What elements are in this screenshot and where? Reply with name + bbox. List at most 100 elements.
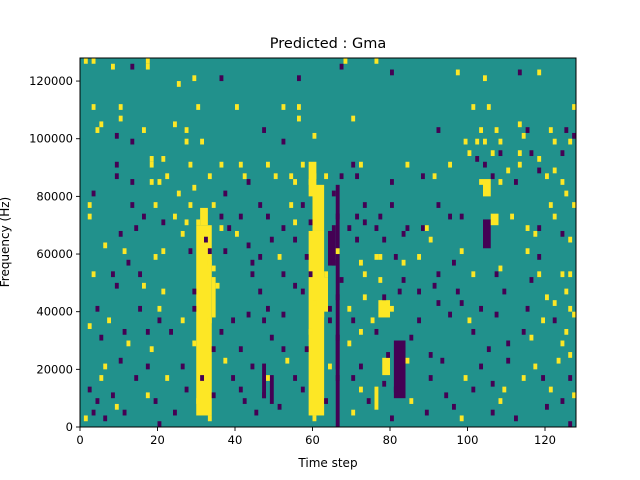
heatmap-cell-high (145, 63, 150, 70)
heatmap-cell-low (231, 375, 236, 381)
heatmap-cell-low (421, 173, 425, 180)
heatmap-cell-low (393, 254, 398, 260)
heatmap-cell-high (467, 150, 472, 157)
heatmap-cell-high (235, 104, 239, 110)
heatmap-cell-high (486, 104, 491, 110)
heatmap-cell-low (405, 225, 410, 231)
heatmap-cell-high (207, 317, 212, 324)
heatmap-cell-low (436, 271, 441, 278)
heatmap-cell-high (238, 161, 243, 168)
heatmap-cell-high (537, 69, 542, 76)
heatmap-cell-low (444, 392, 449, 399)
heatmap-cell-high (142, 127, 146, 133)
heatmap-cell-high (401, 259, 406, 266)
heatmap-cell-low (417, 317, 422, 324)
heatmap-cell-low (114, 173, 119, 180)
plot-frame (79, 57, 577, 428)
y-tick-label: 40000 (36, 305, 73, 319)
heatmap-cell-low (390, 179, 394, 185)
heatmap-band-high (382, 357, 390, 376)
heatmap-cell-high (490, 150, 495, 157)
heatmap-cell-high (173, 121, 177, 128)
heatmap-cell-low (297, 75, 301, 82)
heatmap-cell-low (173, 409, 177, 416)
heatmap-cell-low (111, 392, 115, 399)
heatmap-cell-low (339, 173, 344, 180)
heatmap-cell-low (517, 69, 522, 76)
heatmap-cell-low (281, 138, 286, 145)
x-tick-label: 40 (228, 433, 243, 447)
heatmap-cell-low (223, 190, 228, 197)
heatmap-cell-low (335, 375, 340, 381)
heatmap-cell-high (568, 236, 573, 243)
heatmap-cell-high (510, 213, 515, 220)
heatmap-cell-low (300, 386, 305, 393)
heatmap-cell-low (335, 294, 340, 301)
y-tick-label: 80000 (36, 189, 73, 203)
heatmap-cell-high (374, 58, 379, 64)
x-tick-label: 80 (383, 433, 398, 447)
heatmap-cell-low (537, 225, 542, 231)
heatmap-cell-high (149, 179, 154, 185)
heatmap-cell-low (114, 132, 119, 139)
heatmap-cell-low (494, 311, 499, 318)
heatmap-band-high (312, 184, 325, 231)
heatmap-cell-high (285, 357, 290, 364)
heatmap-cell-high (572, 392, 577, 399)
heatmap-cell-high (448, 161, 453, 168)
heatmap-cell-high (300, 161, 305, 168)
heatmap-cell-low (382, 236, 387, 243)
heatmap-cell-high (223, 357, 228, 364)
heatmap-cell-low (514, 415, 518, 422)
heatmap-cell-low (486, 346, 491, 353)
heatmap-cell-low (227, 225, 232, 231)
heatmap-cell-high (463, 375, 468, 381)
heatmap-cell-high (572, 311, 577, 318)
heatmap-cell-high (459, 415, 464, 422)
heatmap-cell-low (560, 150, 565, 157)
heatmap-cell-high (455, 69, 460, 76)
heatmap-cell-high (173, 213, 177, 220)
heatmap-cell-low (138, 271, 143, 278)
heatmap-cell-high (502, 386, 507, 393)
heatmap-cell-high (498, 138, 503, 145)
x-tick-label: 0 (76, 433, 83, 447)
heatmap-cell-high (471, 104, 476, 110)
heatmap-cell-low (440, 357, 445, 364)
heatmap-cell-low (448, 213, 453, 220)
heatmap-cell-low (529, 277, 534, 283)
heatmap-cell-low (545, 403, 549, 410)
heatmap-cell-low (490, 409, 495, 416)
heatmap-cell-high (517, 121, 522, 128)
heatmap-cell-high (312, 173, 317, 180)
heatmap-cell-high (153, 202, 158, 208)
heatmap-cell-low (87, 386, 92, 393)
heatmap-cell-low (258, 202, 263, 208)
heatmap-cell-low (111, 271, 115, 278)
heatmap-cell-low (250, 363, 255, 370)
heatmap-band-high (196, 225, 212, 416)
heatmap-cell-high (114, 403, 119, 410)
heatmap-band-low (483, 219, 491, 249)
heatmap-cell-high (196, 104, 201, 110)
x-axis: 0 20 40 60 80 100 120 (76, 427, 556, 447)
heatmap-cell-low (355, 213, 360, 220)
heatmap-cell-low (277, 403, 282, 410)
heatmap-cell-low (262, 317, 267, 324)
heatmap-cell-low (409, 334, 414, 341)
heatmap-cell-high (320, 311, 325, 318)
heatmap-cell-high (378, 254, 383, 260)
heatmap-cell-low (114, 282, 119, 289)
heatmap-cell-high (390, 305, 394, 312)
heatmap-cell-high (537, 156, 542, 162)
heatmap-cell-low (188, 248, 193, 255)
heatmap-cell-high (242, 173, 247, 180)
heatmap-cell-high (99, 375, 104, 381)
heatmap-cell-low (401, 230, 406, 237)
heatmap-cell-high (149, 161, 154, 168)
heatmap-cell-high (467, 317, 472, 324)
x-tick-label: 20 (150, 433, 165, 447)
heatmap-cell-high (475, 138, 480, 145)
heatmap-cell-low (537, 254, 542, 260)
